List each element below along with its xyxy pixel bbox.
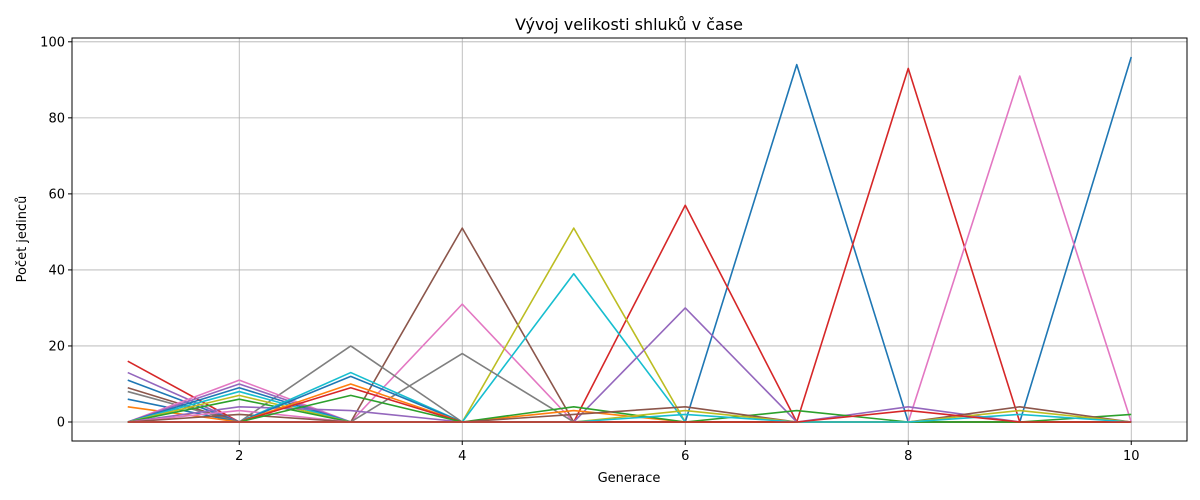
y-axis-label: Počet jedinců <box>15 196 30 283</box>
x-tick-label: 6 <box>681 449 689 464</box>
y-tick-label: 40 <box>48 263 65 278</box>
y-tick-label: 80 <box>48 111 65 126</box>
x-axis-label: Generace <box>598 471 661 486</box>
y-axis-ticks: 0 20 40 60 80 100 <box>40 35 72 430</box>
y-tick-label: 20 <box>48 339 65 354</box>
plot-area <box>72 38 1187 441</box>
x-tick-label: 8 <box>904 449 912 464</box>
plot-frame <box>71 37 1188 442</box>
chart-title: Vývoj velikosti shluků v čase <box>515 15 743 34</box>
x-tick-label: 2 <box>235 449 243 464</box>
series-layer <box>127 56 1133 423</box>
y-tick-label: 100 <box>40 35 65 50</box>
x-tick-label: 4 <box>458 449 466 464</box>
series-line-35 <box>127 409 1132 423</box>
x-axis-ticks: 2 4 6 8 10 <box>235 441 1140 464</box>
x-tick-label: 10 <box>1123 449 1140 464</box>
y-tick-label: 0 <box>57 415 65 430</box>
y-tick-label: 60 <box>48 187 65 202</box>
